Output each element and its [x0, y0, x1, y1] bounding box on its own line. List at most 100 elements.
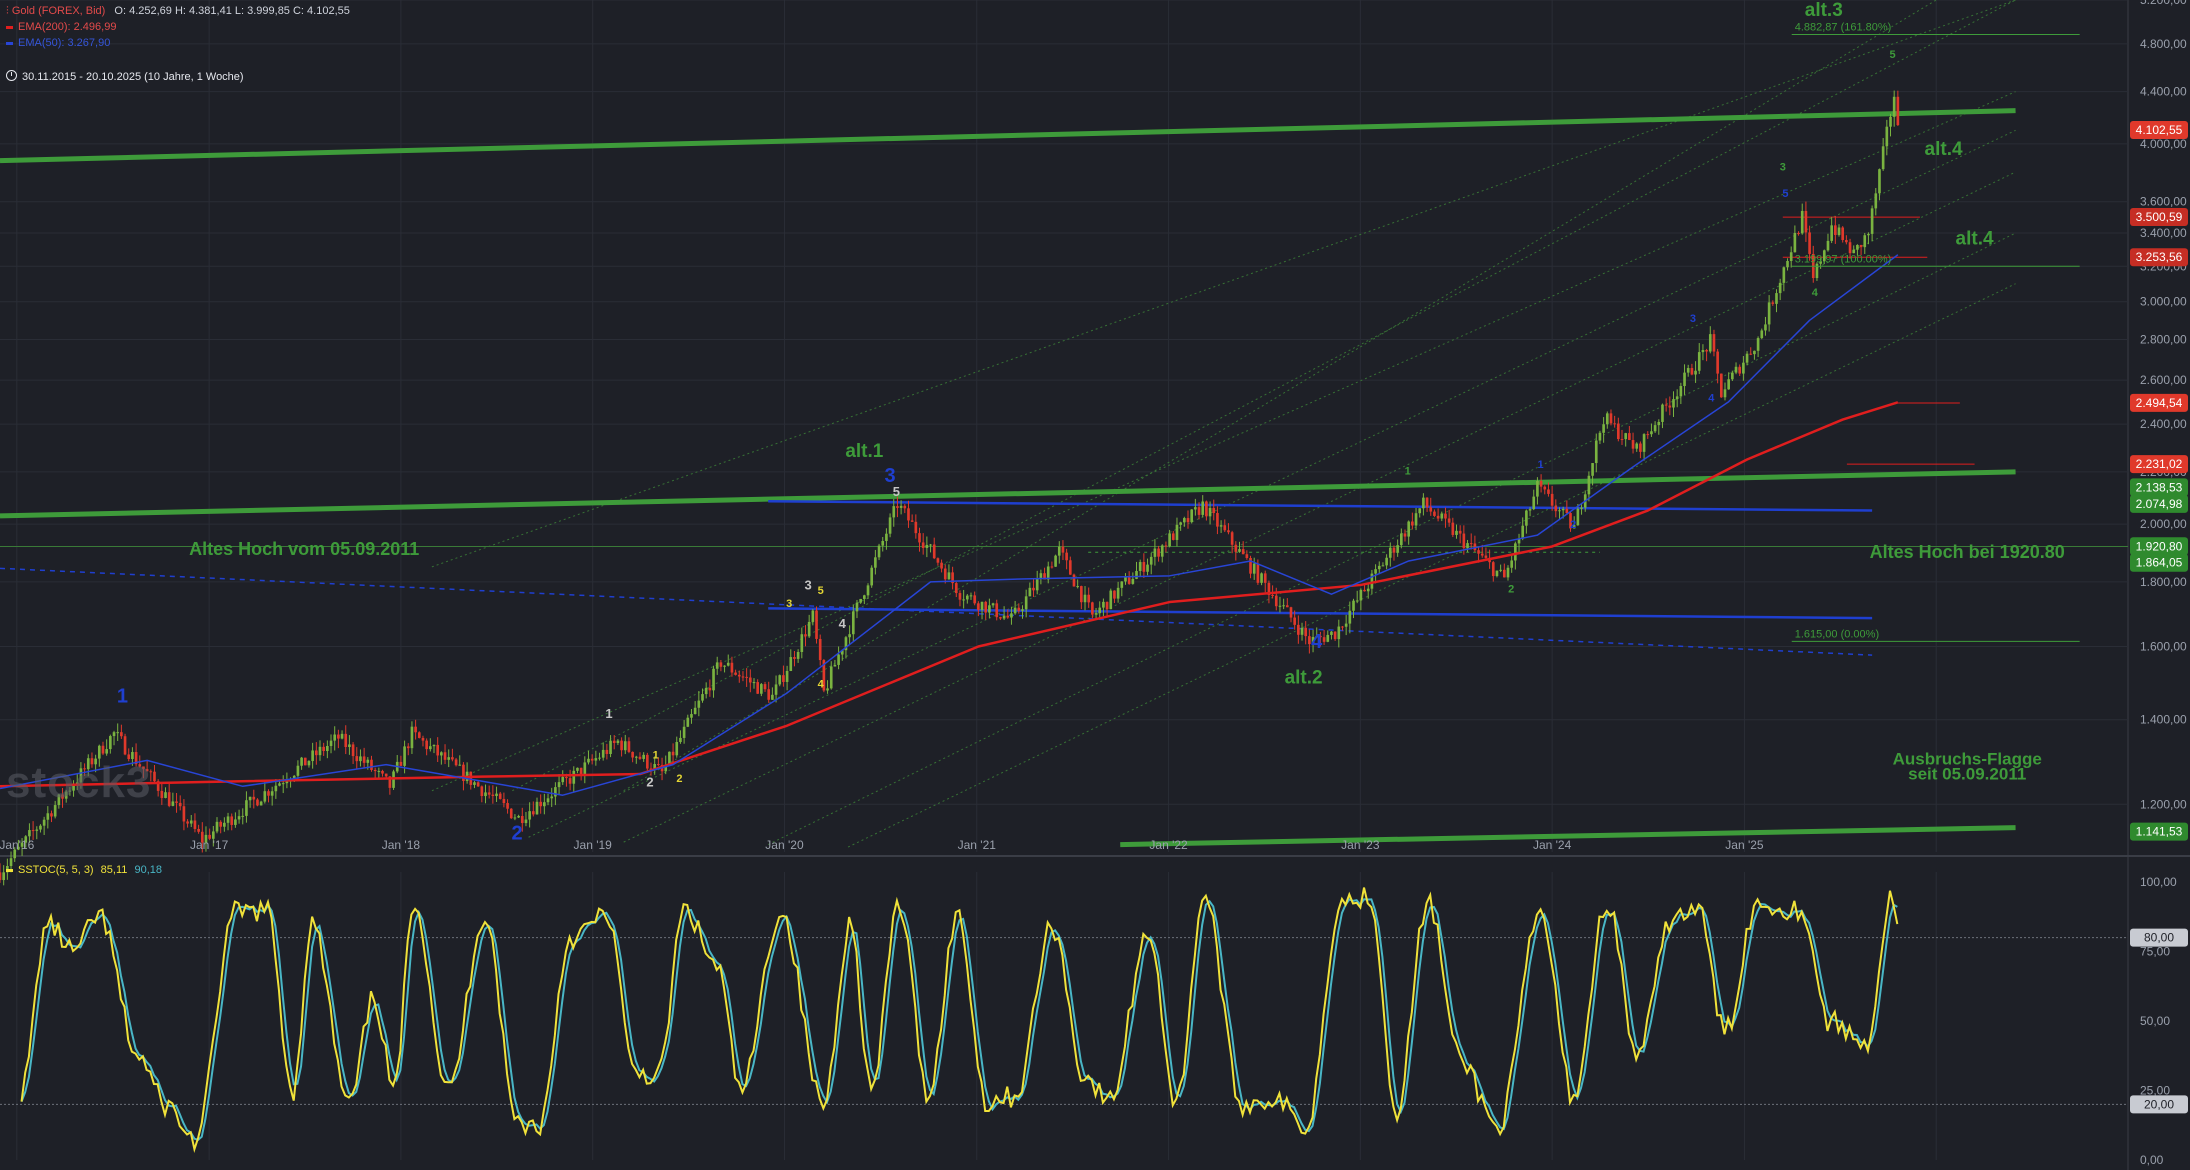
candle-body: [704, 687, 708, 695]
candle-body: [1348, 610, 1352, 624]
candle-body: [1532, 496, 1536, 510]
candle-body: [171, 801, 175, 806]
price-tag-label: 2.138,53: [2136, 480, 2183, 494]
ema50-legend[interactable]: EMA(50): 3.267,90: [6, 37, 110, 49]
price-axis[interactable]: 1.200,00 1.400,00 1.600,00 1.800,00 2.000,00…: [2140, 0, 2187, 811]
candle-body: [1539, 480, 1543, 487]
candle-body: [701, 694, 704, 701]
stoch-level-tag: [2130, 1095, 2188, 1114]
candle-body: [1260, 573, 1263, 583]
y-tick-label: 4.800,00: [2140, 37, 2187, 51]
wave-label: alt.4: [1956, 228, 1994, 249]
candle-body: [1113, 590, 1116, 599]
candle-body: [1561, 508, 1565, 511]
candle-body: [1528, 509, 1532, 511]
candle-body: [517, 816, 520, 818]
y-tick-label: 1.600,00: [2140, 639, 2187, 653]
candle-body: [112, 732, 116, 737]
candle-body: [42, 819, 46, 826]
candle-body: [568, 778, 572, 784]
candle-body: [1716, 351, 1719, 374]
candle-body: [715, 662, 719, 669]
fibonacci-label: 4.882,87 (161.80%): [1795, 22, 1892, 34]
candle-body: [1212, 507, 1216, 514]
candlestick-series[interactable]: [0, 90, 1900, 886]
candle-body: [973, 595, 977, 604]
candle-body: [1462, 533, 1466, 549]
candle-body: [1789, 252, 1793, 261]
candle-body: [1076, 586, 1079, 588]
stochastic-d-value: 90,18: [134, 864, 162, 876]
candle-body: [1521, 525, 1525, 539]
candle-body: [68, 790, 72, 792]
candle-body: [612, 740, 616, 744]
y-tick-label: 2.000,00: [2140, 517, 2187, 531]
candle-body: [1771, 302, 1775, 304]
candle-body: [726, 662, 730, 666]
candle-body: [160, 790, 164, 798]
x-tick-label: Jan '22: [1149, 838, 1188, 852]
candle-body: [447, 757, 451, 760]
candle-body: [1263, 573, 1267, 583]
candle-body: [1216, 513, 1219, 527]
stochastic-panel[interactable]: [0, 887, 2128, 1153]
candle-body: [175, 801, 178, 803]
price-tag-label: 3.500,59: [2136, 210, 2183, 224]
price-tag: [2130, 248, 2188, 267]
instrument-name[interactable]: Gold (FOREX, Bid): [11, 5, 106, 17]
candle-body: [811, 610, 815, 622]
time-range-label: 30.11.2015 - 20.10.2025 (10 Jahre, 1 Woc…: [22, 71, 244, 83]
candle-body: [896, 506, 899, 508]
candle-body: [690, 714, 693, 718]
candle-body: [929, 544, 932, 546]
candle-body: [1227, 530, 1230, 533]
candle-body: [682, 726, 686, 738]
candle-body: [1679, 386, 1683, 397]
candle-body: [958, 593, 962, 600]
candle-body: [1605, 413, 1609, 425]
candle-body: [1477, 550, 1480, 554]
wave-label: 4: [839, 616, 847, 631]
candle-body: [951, 572, 954, 584]
fibonacci-label: 1.615,00 (0.00%): [1795, 628, 1879, 640]
instrument-header: ⫶ Gold (FOREX, Bid) O: 4.252,69 H: 4.381…: [6, 5, 350, 18]
candle-body: [285, 781, 289, 784]
candle-body: [1102, 601, 1105, 608]
candle-body: [1171, 533, 1175, 540]
ema200-label: EMA(200): 2.496,99: [18, 21, 117, 33]
candle-body: [1694, 370, 1697, 375]
x-axis: Jan'16 Jan '17 Jan '18 Jan '19 Jan '20 Jan '2…: [0, 838, 1764, 852]
candle-body: [1039, 573, 1043, 579]
candle-body: [226, 816, 230, 823]
candle-body: [840, 650, 844, 655]
candle-body: [436, 744, 440, 756]
candle-body: [377, 770, 381, 772]
stochastic-legend[interactable]: SSTOC(5, 5, 3) 85,11 90,18: [6, 864, 162, 876]
candle-body: [9, 858, 13, 866]
candle-body: [881, 540, 885, 546]
candle-body: [1366, 588, 1370, 592]
candle-body: [212, 831, 215, 839]
candle-body: [502, 798, 506, 804]
candle-body: [1017, 607, 1021, 611]
candle-body: [72, 785, 75, 791]
chart-type-icon[interactable]: ⫶: [6, 5, 9, 17]
candle-body: [1628, 433, 1631, 441]
y-tick-label: 1.400,00: [2140, 713, 2187, 727]
candle-body: [156, 781, 160, 791]
ema200-legend[interactable]: EMA(200): 2.496,99: [6, 21, 116, 33]
candle-body: [1885, 126, 1889, 147]
price-tag-label: 4.102,55: [2136, 123, 2183, 137]
candle-body: [910, 520, 914, 522]
candle-body: [657, 764, 660, 766]
candle-body: [1646, 434, 1650, 436]
candle-body: [1874, 193, 1878, 209]
time-range[interactable]: 30.11.2015 - 20.10.2025 (10 Jahre, 1 Woc…: [6, 70, 244, 83]
candle-body: [1043, 573, 1046, 580]
candle-body: [1668, 405, 1672, 408]
candle-body: [86, 758, 90, 770]
candle-body: [498, 793, 502, 799]
candle-body: [1767, 302, 1771, 325]
wave-label: 1: [1538, 459, 1544, 471]
candle-body: [1723, 389, 1727, 398]
